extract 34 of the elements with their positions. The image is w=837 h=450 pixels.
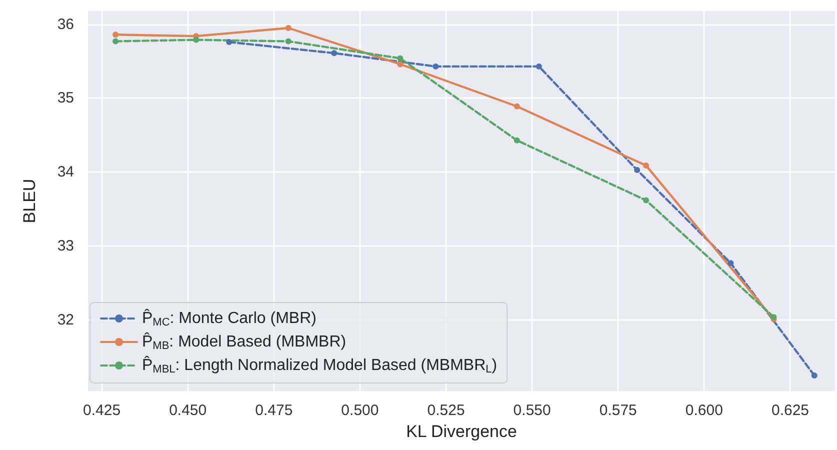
x-tick-label: 0.500	[341, 402, 379, 419]
point	[634, 166, 640, 173]
x-tick-label: 0.600	[685, 402, 723, 419]
x-tick-label: 0.475	[255, 402, 293, 419]
x-axis-title: KL Divergence	[406, 422, 517, 441]
point	[643, 162, 650, 169]
point	[285, 25, 292, 31]
x-tick-label: 0.625	[771, 402, 810, 419]
point	[811, 372, 818, 378]
y-tick-label: 36	[57, 16, 74, 33]
point	[331, 50, 338, 56]
point	[643, 197, 650, 204]
y-tick-label: 32	[57, 312, 74, 329]
point	[226, 39, 232, 46]
y-tick-label: 34	[57, 164, 74, 181]
x-tick-label: 0.550	[513, 402, 551, 419]
x-tick-label: 0.575	[599, 402, 637, 419]
point	[285, 38, 292, 44]
point	[397, 61, 404, 68]
point	[112, 38, 119, 44]
point	[728, 260, 734, 266]
point	[112, 32, 119, 38]
y-tick-label: 33	[57, 238, 74, 255]
x-tick-label: 0.450	[169, 402, 207, 419]
x-tick-label: 0.425	[82, 402, 121, 419]
point	[193, 36, 200, 43]
y-axis-title: BLEU	[20, 178, 39, 224]
y-tick-label: 35	[57, 90, 74, 107]
x-tick-label: 0.525	[427, 402, 465, 419]
point	[536, 63, 542, 70]
point	[514, 137, 520, 144]
point	[432, 63, 439, 70]
point	[514, 103, 520, 110]
point	[397, 55, 404, 62]
